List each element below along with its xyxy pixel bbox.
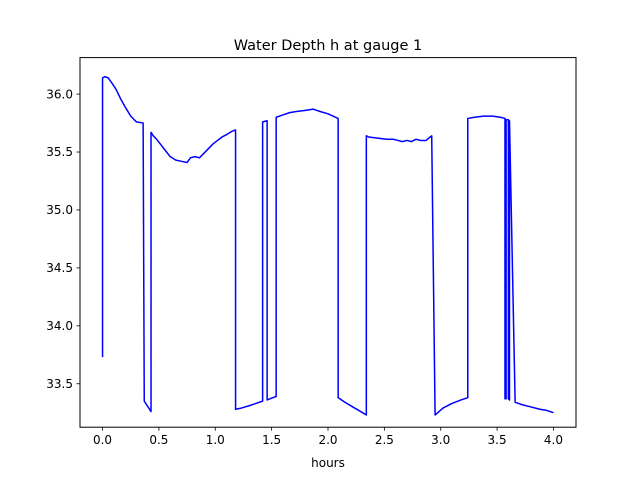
x-axis-label: hours — [311, 456, 345, 470]
x-tick-label: 3.5 — [488, 433, 507, 447]
x-tick-label: 1.0 — [206, 433, 225, 447]
x-tick-label: 0.0 — [93, 433, 112, 447]
x-tick-label: 2.0 — [318, 433, 337, 447]
y-tick-label: 35.0 — [46, 203, 73, 217]
chart-title: Water Depth h at gauge 1 — [234, 38, 422, 54]
series-line-1 — [101, 75, 554, 416]
x-tick-label: 3.0 — [431, 433, 450, 447]
y-tick-label: 35.5 — [46, 145, 73, 159]
y-tick-label: 36.0 — [46, 87, 73, 101]
y-tick-label: 34.0 — [46, 319, 73, 333]
y-tick-label: 33.5 — [46, 377, 73, 391]
x-axis-ticks: 0.0 0.5 1.0 1.5 2.0 2.5 3.0 3.5 4.0 — [93, 427, 563, 447]
y-axis-ticks: 33.5 34.0 34.5 35.0 35.5 36.0 — [46, 87, 80, 391]
y-tick-label: 34.5 — [46, 261, 73, 275]
x-tick-label: 1.5 — [262, 433, 281, 447]
series-layer — [101, 75, 554, 416]
x-tick-label: 0.5 — [149, 433, 168, 447]
x-tick-label: 2.5 — [375, 433, 394, 447]
x-tick-label: 4.0 — [544, 433, 563, 447]
